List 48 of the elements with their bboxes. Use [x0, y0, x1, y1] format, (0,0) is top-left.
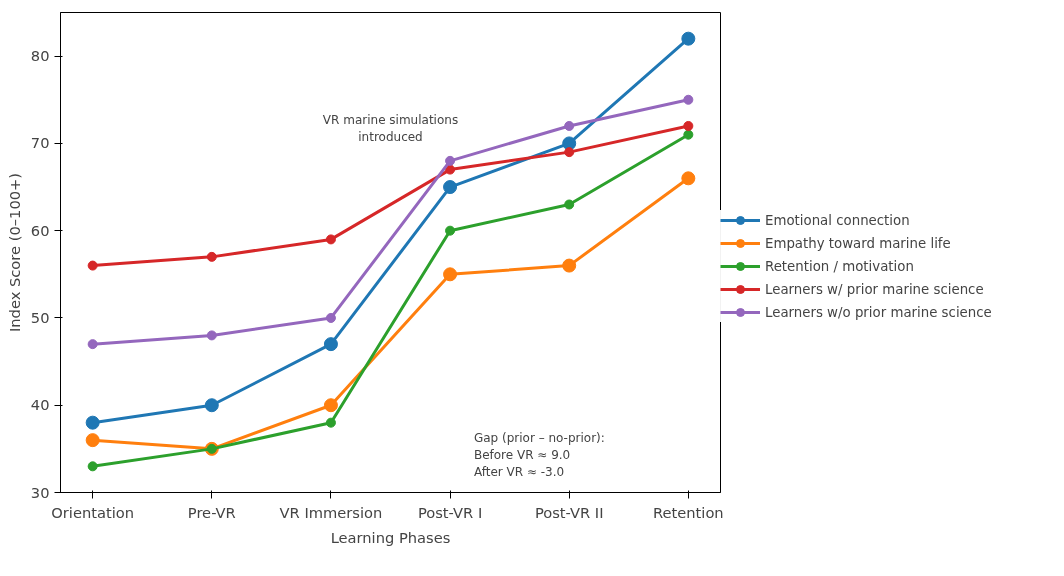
legend-label: Learners w/ prior marine science	[765, 281, 984, 297]
point	[325, 312, 336, 323]
x-tick-label: Pre-VR	[187, 503, 236, 521]
legend-label: Emotional connection	[765, 212, 910, 228]
x-tick-label: Post-VR II	[534, 503, 604, 521]
x-axis-title: Learning Phases	[330, 528, 451, 546]
point	[445, 155, 456, 166]
y-tick-label: 80	[30, 47, 50, 65]
x-tick-label: Orientation	[51, 503, 135, 521]
point	[206, 251, 217, 262]
point	[445, 225, 456, 236]
point	[325, 417, 336, 428]
point	[87, 339, 98, 350]
point	[681, 171, 696, 186]
point	[683, 120, 694, 131]
legend-label: Learners w/o prior marine science	[765, 304, 992, 320]
annotation: VR marine simulations introduced	[322, 112, 459, 144]
point	[206, 330, 217, 341]
point	[443, 180, 458, 195]
y-tick-label: 70	[30, 134, 50, 152]
y-tick-label: 60	[30, 221, 50, 239]
y-axis-title: Index Score (0–100+)	[5, 172, 23, 333]
point	[564, 147, 575, 158]
point	[87, 461, 98, 472]
point	[85, 433, 100, 448]
point	[443, 267, 458, 282]
point	[323, 337, 338, 352]
point	[323, 398, 338, 413]
legend-label: Retention / motivation	[765, 258, 914, 274]
point	[564, 199, 575, 210]
x-tick-label: Post-VR I	[417, 503, 483, 521]
point	[564, 120, 575, 131]
legend-label: Empathy toward marine life	[765, 235, 951, 251]
point	[325, 234, 336, 245]
point	[87, 260, 98, 271]
point	[683, 94, 694, 105]
point	[204, 398, 219, 413]
x-tick-label: Retention	[653, 503, 724, 521]
y-tick-label: 30	[30, 483, 50, 501]
point	[85, 415, 100, 430]
y-tick-label: 40	[30, 396, 50, 414]
point	[445, 164, 456, 175]
y-tick-label: 50	[30, 308, 50, 326]
point	[683, 129, 694, 140]
x-tick-label: VR Immersion	[279, 503, 383, 521]
point	[562, 258, 577, 273]
annotation: Gap (prior – no-prior): Before VR ≈ 9.0 After VR ≈ -3.0	[473, 431, 605, 480]
point	[681, 31, 696, 46]
